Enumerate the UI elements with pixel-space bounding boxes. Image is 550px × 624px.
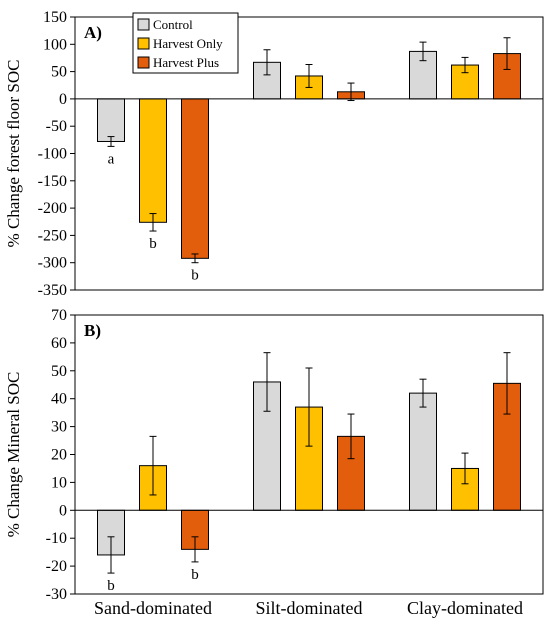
y-tick-label: -30: [46, 586, 67, 603]
category-label: Sand-dominated: [94, 598, 212, 618]
legend-label: Harvest Only: [153, 36, 223, 51]
y-tick-label: -200: [38, 200, 67, 217]
legend-swatch: [137, 56, 150, 69]
y-tick-label: 20: [51, 447, 67, 464]
panel-label: A): [84, 23, 102, 42]
y-tick-label: -350: [38, 282, 67, 299]
y-axis-title: % Change forest floor SOC: [4, 60, 23, 248]
y-tick-label: 70: [51, 307, 67, 324]
y-tick-label: -100: [38, 146, 67, 163]
significance-label: a: [108, 151, 115, 167]
legend: Control Harvest Only Harvest Plus: [132, 12, 239, 74]
y-tick-label: -20: [46, 558, 67, 575]
y-tick-label: 100: [43, 36, 67, 53]
panel-a: 150 100 50 0 -50 -100 -150 -200 -250 -300 -350 % Ch…: [4, 9, 544, 299]
panel-b: 70 60 50 40 30 20 10 0 -10 -20 -30 % Change Mineral…: [4, 307, 544, 618]
bar: [97, 98, 125, 142]
y-axis-title: % Change Mineral SOC: [4, 372, 23, 538]
legend-label: Harvest Plus: [153, 55, 219, 70]
y-tick-label: 30: [51, 419, 67, 436]
category-label: Clay-dominated: [407, 598, 523, 618]
significance-label: b: [107, 578, 115, 594]
legend-label: Control: [153, 17, 193, 32]
y-tick-label: 0: [59, 502, 67, 519]
legend-swatch: [137, 37, 150, 50]
legend-swatch: [137, 18, 150, 31]
y-tick-label: 50: [51, 64, 67, 81]
panel-label: B): [84, 321, 101, 340]
y-tick-label: 40: [51, 391, 67, 408]
y-tick-label: -50: [46, 118, 67, 135]
significance-label: b: [191, 268, 199, 284]
y-tick-label: -300: [38, 255, 67, 272]
y-tick-label: -150: [38, 173, 67, 190]
legend-box: [132, 12, 239, 74]
bar: [409, 50, 437, 100]
y-tick-label: 0: [59, 91, 67, 108]
y-tick-label: 10: [51, 474, 67, 491]
bar: [139, 98, 167, 223]
y-tick-label: 50: [51, 363, 67, 380]
y-tick-label: -10: [46, 530, 67, 547]
bar: [493, 53, 521, 100]
category-label: Silt-dominated: [256, 598, 363, 618]
y-tick-label: 60: [51, 335, 67, 352]
bar: [181, 98, 209, 259]
significance-label: b: [191, 567, 199, 583]
y-tick-label: 150: [43, 9, 67, 26]
significance-label: b: [149, 236, 157, 252]
y-tick-label: -250: [38, 227, 67, 244]
bar: [409, 392, 437, 511]
